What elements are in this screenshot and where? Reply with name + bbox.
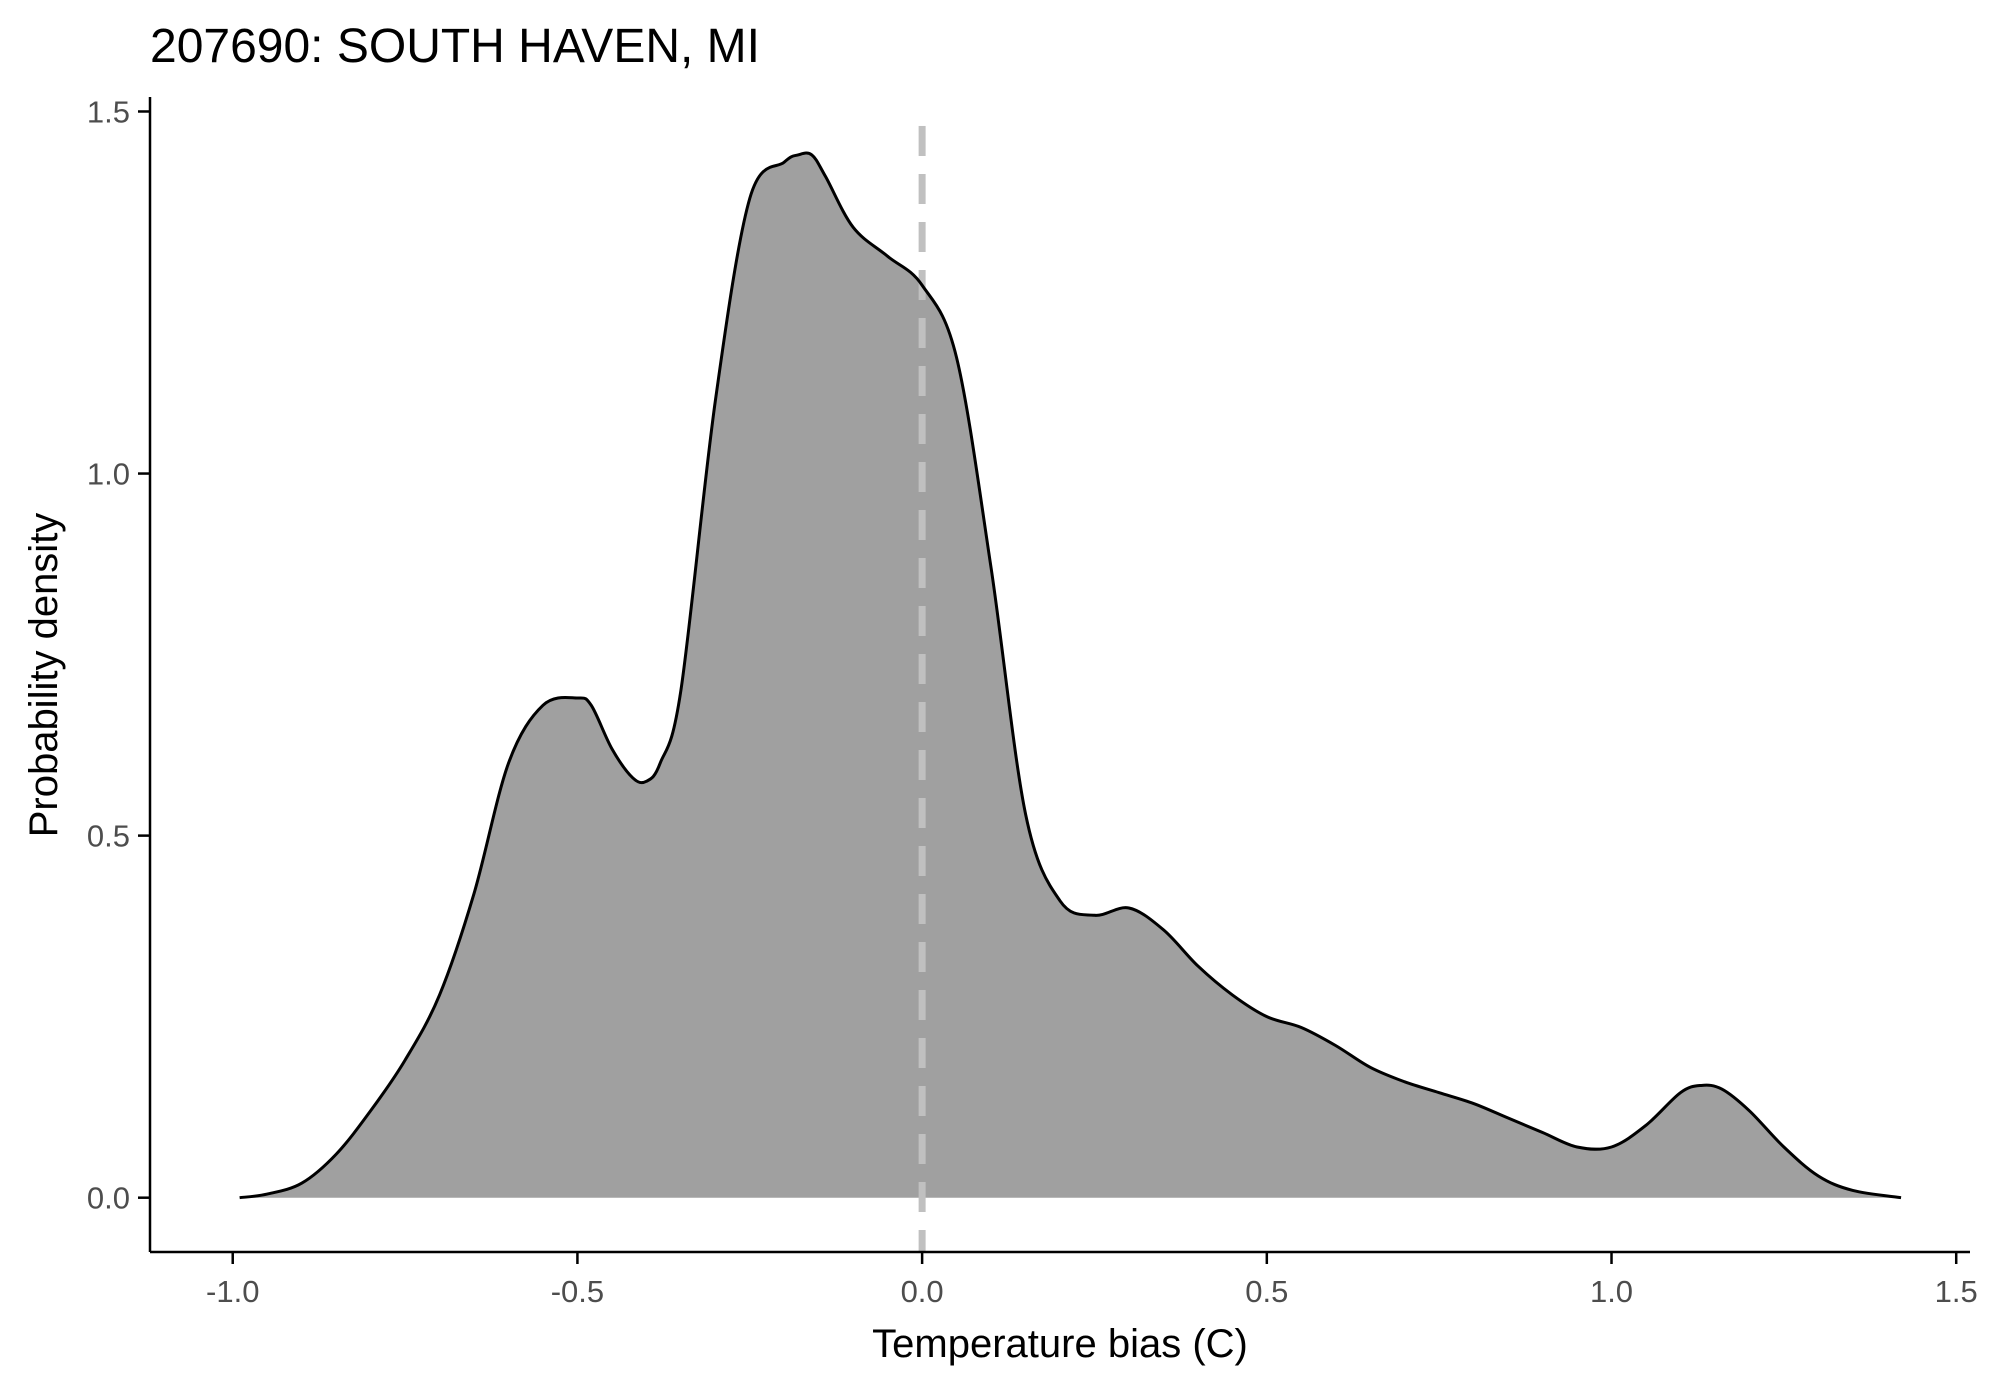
x-tick-label: 0.0: [901, 1274, 944, 1309]
x-tick-label: 0.5: [1245, 1274, 1288, 1309]
y-tick-label: 1.5: [87, 94, 130, 129]
y-axis-title: Probability density: [22, 513, 66, 838]
x-tick-label: -1.0: [206, 1274, 259, 1309]
x-tick-label: 1.0: [1590, 1274, 1633, 1309]
x-axis-title: Temperature bias (C): [872, 1322, 1248, 1366]
x-tick-label: 1.5: [1935, 1274, 1978, 1309]
y-tick-label: 0.5: [87, 819, 130, 854]
y-axis-ticks: 0.0 0.5 1.0 1.5: [87, 94, 150, 1215]
plot-area: [240, 126, 1901, 1252]
y-tick-label: 0.0: [87, 1181, 130, 1216]
x-tick-label: -0.5: [551, 1274, 604, 1309]
y-tick-label: 1.0: [87, 457, 130, 492]
x-axis-ticks: -1.0 -0.5 0.0 0.5 1.0 1.5: [206, 1252, 1978, 1309]
chart-title: 207690: SOUTH HAVEN, MI: [150, 20, 760, 73]
density-area: [240, 153, 1901, 1198]
